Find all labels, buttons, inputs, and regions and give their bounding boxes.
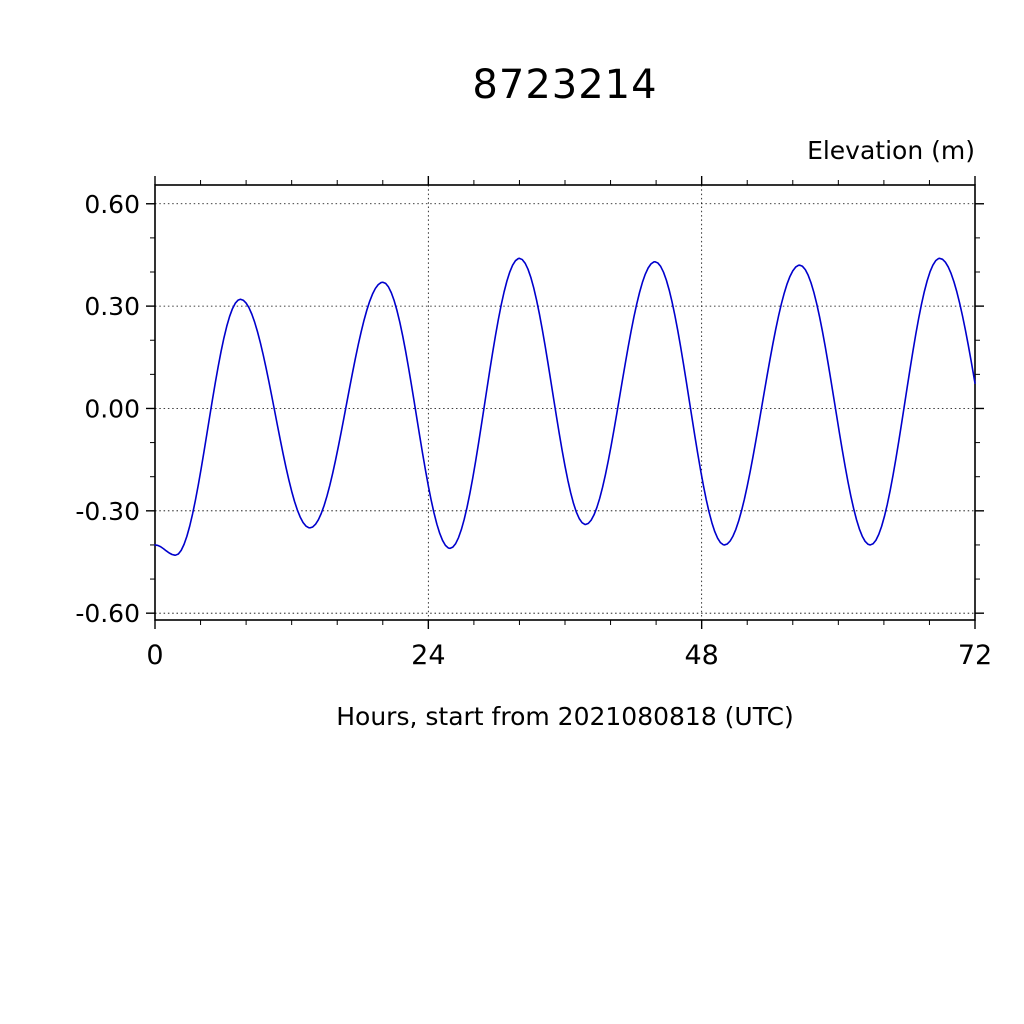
x-tick-label: 72 [958, 640, 992, 671]
y-tick-label: 0.00 [84, 394, 140, 423]
y-axis-title: Elevation (m) [807, 136, 975, 165]
x-axis-title: Hours, start from 2021080818 (UTC) [336, 702, 794, 731]
x-tick-label: 24 [411, 640, 445, 671]
y-tick-label: -0.60 [75, 599, 140, 628]
y-tick-label: -0.30 [75, 497, 140, 526]
x-tick-label: 48 [684, 640, 718, 671]
y-tick-label: 0.30 [84, 292, 140, 321]
y-tick-label: 0.60 [84, 190, 140, 219]
x-tick-label: 0 [146, 640, 163, 671]
chart-title: 8723214 [472, 62, 658, 108]
plot-frame [154, 184, 976, 621]
tide-elevation-curve [154, 257, 976, 556]
